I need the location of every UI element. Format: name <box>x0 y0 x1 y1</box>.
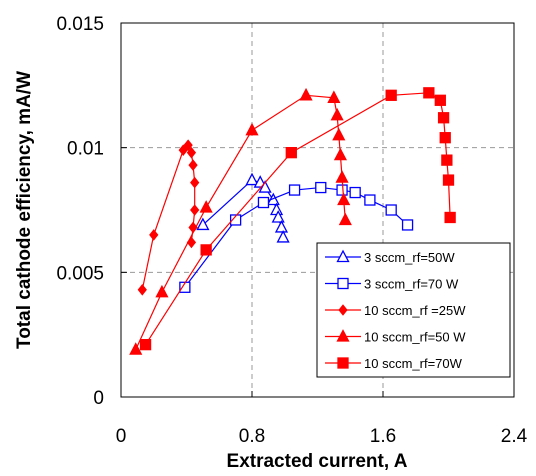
legend-item-1: 3 sccm_rf=50W <box>325 249 455 265</box>
data-point <box>139 338 152 351</box>
legend-item-2: 3 sccm_rf=70 W <box>325 277 459 292</box>
legend-item-4: 10 sccm_rf=50 W <box>325 329 466 345</box>
series-line <box>141 144 196 290</box>
legend-marker <box>337 277 349 290</box>
data-point <box>335 170 349 183</box>
legend: 3 sccm_rf=50W 3 sccm_rf=70 W 10 sccm_rf =2… <box>316 242 511 378</box>
data-point <box>199 200 213 213</box>
data-point <box>178 144 188 156</box>
data-point <box>183 139 193 151</box>
data-point <box>137 283 147 296</box>
data-point <box>285 147 297 159</box>
data-point <box>337 192 351 206</box>
data-point <box>188 159 198 171</box>
y-tick-label: 0.015 <box>56 14 104 35</box>
data-point <box>385 204 397 216</box>
data-point <box>266 192 280 206</box>
legend-item-5: 10 sccm_rf=70W <box>325 356 463 371</box>
series-4 <box>129 87 352 355</box>
data-point <box>186 146 197 159</box>
data-point <box>423 87 435 99</box>
series-2 <box>179 181 414 293</box>
series-layer <box>129 87 456 355</box>
data-point <box>315 181 327 194</box>
legend-marker <box>337 357 349 369</box>
data-point <box>245 172 259 186</box>
legend-marker <box>336 249 350 263</box>
legend-marker <box>338 304 348 316</box>
legend-label: 10 sccm_rf=50 W <box>364 330 466 345</box>
series-line <box>202 179 284 238</box>
data-point <box>245 122 259 136</box>
data-point <box>333 147 347 161</box>
axis-ticks: 0 0.8 1.6 2.4 0 0.005 0.01 0.015 <box>56 14 527 447</box>
data-point <box>257 196 270 209</box>
data-point <box>149 229 159 241</box>
data-point <box>276 230 290 243</box>
y-tick-label: 0.01 <box>67 139 104 160</box>
data-point <box>434 94 446 106</box>
data-point <box>336 184 348 196</box>
data-point <box>401 219 414 231</box>
data-point <box>332 127 346 141</box>
data-point <box>200 244 212 256</box>
data-point <box>385 89 397 101</box>
data-point <box>330 107 344 121</box>
data-point <box>258 180 272 193</box>
data-point <box>437 112 450 124</box>
legend-marker <box>336 329 350 342</box>
data-point <box>442 174 455 186</box>
data-point <box>299 87 313 101</box>
data-point <box>129 342 143 355</box>
data-point <box>338 212 352 226</box>
data-point <box>288 184 301 196</box>
legend-label: 3 sccm_rf=50W <box>364 250 455 265</box>
x-tick-label: 2.4 <box>501 426 528 447</box>
series-5 <box>139 87 456 351</box>
data-point <box>190 176 200 189</box>
x-tick-label: 0 <box>116 426 127 447</box>
series-1 <box>196 172 290 243</box>
data-point <box>229 214 242 226</box>
data-point <box>269 202 284 216</box>
legend-label: 3 sccm_rf=70 W <box>364 277 459 292</box>
x-tick-label: 0.8 <box>239 426 265 447</box>
data-point <box>441 154 453 166</box>
data-point <box>327 90 341 103</box>
data-point <box>274 220 289 233</box>
legend-label: 10 sccm_rf=70W <box>364 356 463 371</box>
data-point <box>439 132 451 144</box>
x-axis-title: Extracted current, A <box>227 451 408 472</box>
data-point <box>271 210 285 223</box>
legend-label: 10 sccm_rf =25W <box>364 303 466 318</box>
data-point <box>155 284 169 298</box>
data-point <box>196 217 210 231</box>
y-tick-label: 0 <box>93 388 104 409</box>
series-3 <box>137 139 200 296</box>
y-tick-label: 0.005 <box>56 263 104 284</box>
series-line <box>184 186 408 288</box>
y-axis-title: Total cathode efficiency, mA/W <box>14 71 35 349</box>
data-point <box>190 204 200 216</box>
data-point <box>349 186 361 199</box>
data-point <box>444 211 456 224</box>
x-tick-label: 1.6 <box>370 426 396 447</box>
legend-item-3: 10 sccm_rf =25W <box>325 303 466 318</box>
data-point <box>364 194 376 206</box>
plot-frame <box>120 22 515 398</box>
